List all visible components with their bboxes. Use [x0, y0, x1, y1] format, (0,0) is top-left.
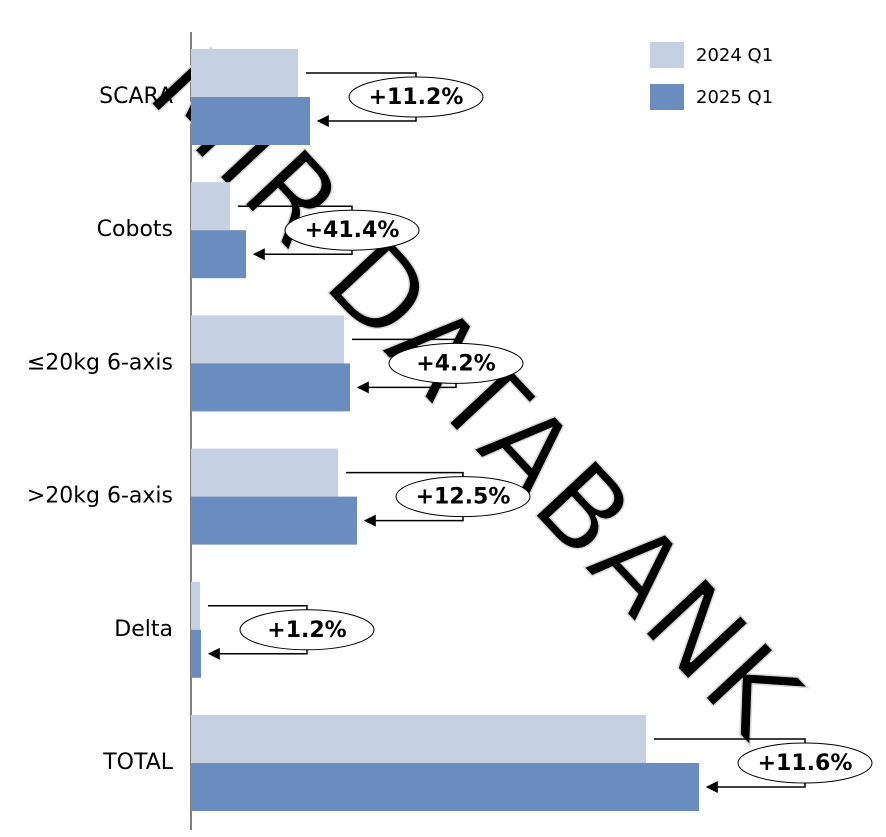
bar — [191, 363, 350, 412]
bar — [191, 763, 699, 811]
bar — [191, 97, 310, 145]
bar — [191, 182, 230, 231]
growth-bubble — [284, 209, 420, 251]
bar — [191, 715, 646, 763]
category-label: >20kg 6-axis — [27, 484, 173, 509]
growth-bubble — [348, 76, 484, 118]
category-label: Delta — [114, 617, 173, 642]
legend-label: 2025 Q1 — [696, 87, 773, 108]
category-label: ≤20kg 6-axis — [27, 350, 173, 375]
legend-label: 2024 Q1 — [696, 45, 773, 66]
growth-bubble — [395, 476, 531, 518]
category-label: SCARA — [99, 84, 173, 109]
growth-label: +11.6% — [758, 751, 853, 776]
bar — [191, 49, 298, 97]
growth-label: +11.2% — [369, 85, 464, 110]
bar — [191, 629, 201, 678]
growth-bubble — [737, 742, 873, 784]
growth-bubble — [388, 342, 524, 384]
growth-bubble — [239, 609, 375, 651]
bar — [191, 230, 246, 279]
bar — [191, 315, 344, 364]
category-label: Cobots — [97, 217, 173, 242]
growth-label: +1.2% — [267, 618, 346, 643]
bar — [191, 496, 357, 545]
growth-label: +12.5% — [416, 485, 511, 510]
bar — [191, 581, 200, 630]
growth-label: +41.4% — [305, 218, 400, 243]
legend-swatch — [650, 42, 684, 68]
bar — [191, 448, 338, 497]
growth-label: +4.2% — [416, 351, 495, 376]
legend-swatch — [650, 84, 684, 110]
category-label: TOTAL — [102, 750, 174, 775]
